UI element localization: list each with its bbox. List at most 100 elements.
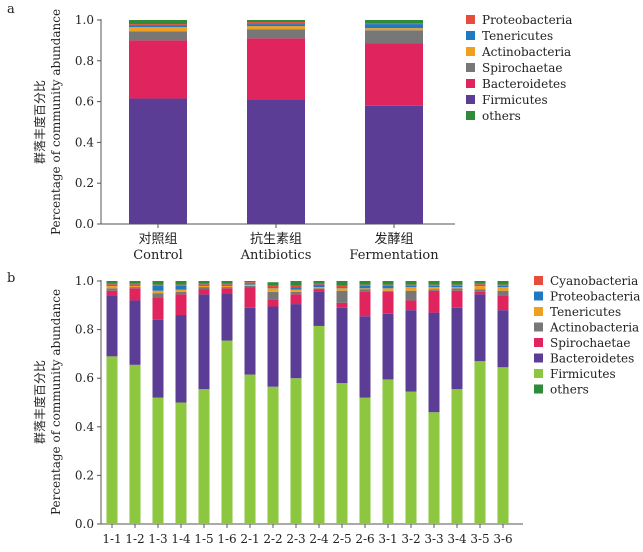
b-bar-cyanobacteria [106, 283, 118, 285]
b-bar-tenericutes [382, 288, 394, 291]
b-ytick-label: 0.0 [75, 517, 94, 531]
b-bar-others [175, 281, 187, 285]
b-bar-spirochaetae [405, 300, 417, 311]
panel-b-chart: 0.0 0.2 0.4 0.6 0.8 1.0 1-1 1-2 1-3 1-4 1-5 1-6 2-1… [32, 274, 640, 546]
b-bar-proteobacteria [382, 285, 394, 289]
b-bar-tenericutes [221, 285, 233, 288]
b-bar-others [198, 281, 210, 284]
b-legend-label: Firmicutes [550, 367, 616, 381]
b-bar-actinobacteria [428, 289, 440, 291]
b-bar-others [129, 281, 141, 284]
b-bar-cyanobacteria [152, 284, 164, 286]
a-legend-label: Tenericutes [482, 29, 553, 43]
b-bar-bacteroidetes [129, 300, 141, 365]
b-bar-actinobacteria [336, 290, 348, 303]
b-legend-swatch [534, 307, 543, 316]
b-bar-others [152, 281, 164, 285]
b-bar-spirochaetae [474, 291, 486, 295]
panel-label-b: b [7, 271, 15, 286]
b-bar-cyanobacteria [428, 284, 440, 286]
a-bar-firmicutes [247, 99, 305, 224]
a-ytick-label: 0.8 [75, 54, 94, 68]
b-bar-spirochaetae [290, 294, 302, 305]
b-xtick-label: 3-5 [470, 532, 489, 546]
b-bar-spirochaetae [175, 294, 187, 316]
b-bar-bacteroidetes [198, 294, 210, 390]
b-legend-label: Tenericutes [550, 305, 621, 319]
b-bar-firmicutes [152, 397, 164, 524]
b-bar-spirochaetae [129, 288, 141, 301]
b-bar-others [474, 281, 486, 284]
a-bar-tenericutes [247, 24, 305, 27]
b-legend-swatch [534, 384, 543, 394]
b-legend-swatch [534, 322, 543, 332]
b-bar-others [428, 281, 440, 285]
a-bar-tenericutes [129, 25, 187, 28]
b-legend-swatch [534, 338, 543, 347]
b-bar-actinobacteria [359, 289, 371, 292]
b-xtick-label: 1-2 [125, 532, 144, 546]
b-bar-others [405, 281, 417, 285]
a-legend-swatch [466, 15, 475, 24]
b-xtick-label: 2-5 [332, 532, 351, 546]
a-legend-swatch [466, 63, 475, 72]
b-bar-others [497, 281, 509, 285]
a-bar-others [129, 20, 187, 25]
b-bar-spirochaetae [336, 302, 348, 308]
b-bar-tenericutes [152, 290, 164, 294]
a-xtick-label-en: Fermentation [349, 248, 439, 263]
panel-label-a: a [7, 2, 15, 17]
b-legend-label: Cyanobacteria [550, 274, 638, 288]
b-bar-proteobacteria [267, 287, 279, 289]
b-bar-firmicutes [129, 364, 141, 524]
a-bar-bacteroidetes [129, 40, 187, 99]
b-bar-bacteroidetes [290, 304, 302, 379]
a-legend-swatch [466, 95, 475, 104]
b-bar-spirochaetae [382, 291, 394, 314]
a-bar-bacteroidetes [247, 38, 305, 100]
b-bar-actinobacteria [474, 289, 486, 292]
b-bar-firmicutes [451, 389, 463, 524]
b-bar-proteobacteria [175, 285, 187, 290]
a-legend-label: Actinobacteria [481, 45, 571, 59]
b-bar-tenericutes [336, 288, 348, 291]
b-bar-cyanobacteria [267, 285, 279, 288]
b-xtick-label: 1-5 [194, 532, 213, 546]
b-bar-firmicutes [313, 325, 325, 524]
b-legend-label: Proteobacteria [550, 290, 640, 304]
a-ytick-label: 0.0 [75, 217, 94, 231]
b-ytick-label: 0.4 [75, 420, 94, 434]
a-xtick-label-cn: 发酵组 [374, 231, 413, 247]
b-xtick-label: 2-6 [355, 532, 374, 546]
b-xtick-label: 1-4 [171, 532, 191, 546]
b-bar-actinobacteria [497, 290, 509, 296]
b-bar-actinobacteria [152, 293, 164, 299]
b-xtick-label: 1-1 [102, 532, 121, 546]
a-legend-label: Spirochaetae [482, 61, 562, 75]
b-bar-proteobacteria [336, 287, 348, 289]
b-legend-label: Actinobacteria [549, 321, 639, 335]
b-xtick-label: 3-4 [447, 532, 467, 546]
b-bar-bacteroidetes [405, 310, 417, 392]
a-ytick-label: 0.4 [75, 135, 94, 149]
b-bar-proteobacteria [313, 284, 325, 288]
b-bar-others [359, 281, 371, 285]
b-bar-bacteroidetes [474, 294, 486, 362]
a-bar-actinobacteria [365, 28, 423, 31]
b-xtick-label: 3-2 [401, 532, 420, 546]
b-bar-proteobacteria [474, 284, 486, 286]
a-bar-actinobacteria [129, 27, 187, 32]
panel-b-ylabel-en: Percentage of community abundance [49, 289, 63, 515]
b-bar-bacteroidetes [152, 319, 164, 398]
b-bar-actinobacteria [244, 285, 256, 288]
b-bar-proteobacteria [106, 284, 118, 286]
b-bar-spirochaetae [359, 291, 371, 317]
a-bar-firmicutes [365, 105, 423, 224]
b-bar-bacteroidetes [451, 307, 463, 390]
b-bar-firmicutes [405, 391, 417, 524]
b-bar-cyanobacteria [359, 284, 371, 286]
b-legend-swatch [534, 353, 543, 363]
b-bar-tenericutes [497, 287, 509, 291]
b-legend-label: Spirochaetae [550, 336, 630, 350]
